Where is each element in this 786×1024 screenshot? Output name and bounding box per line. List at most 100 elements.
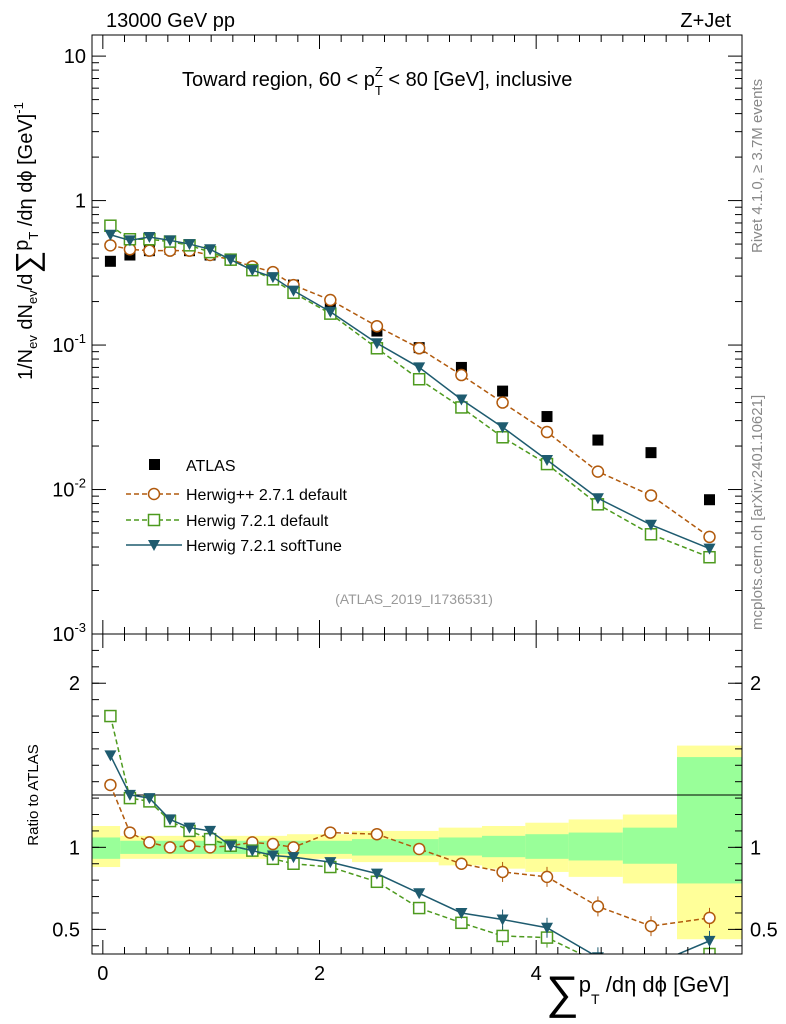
main-series-line-2 (109, 225, 710, 558)
main-title: Toward region, 60 < pTZ < 80 [GeV], incl… (182, 64, 572, 98)
legend: ATLAS Herwig++ 2.7.1 default Herwig 7.2.… (126, 458, 348, 555)
legend-label-atlas: ATLAS (186, 458, 236, 475)
herwigpp-point (143, 244, 156, 257)
herwig7-softtune-point (204, 244, 217, 256)
ratio-herwigpp-point (412, 842, 426, 856)
ratio-herwigpp-point (104, 778, 117, 792)
legend-label-herwig7-default: Herwig 7.2.1 default (186, 513, 329, 530)
header-left: 13000 GeV pp (106, 10, 235, 32)
herwig7-softtune-point (324, 306, 337, 318)
ratio-herwig7-softtune-point (143, 793, 156, 805)
ratio-herwig7-softtune-point (455, 907, 468, 919)
legend-marker-herwig7-default (147, 513, 161, 527)
herwig7-softtune-point (266, 272, 279, 284)
herwig7-softtune-point (703, 543, 716, 555)
uncertainty-band-68 (568, 832, 623, 861)
herwig7-softtune-point (246, 265, 259, 277)
ratio-herwig7-softtune-point (183, 822, 196, 834)
ratio-frame (91, 633, 743, 955)
x-tick-label: 0 (97, 963, 108, 985)
ratio-herwigpp-point (496, 865, 509, 879)
atlas-data-point (497, 385, 509, 397)
ratio-herwigpp-point (163, 841, 177, 854)
uncertainty-band-68 (525, 834, 569, 859)
ratio-herwig7-default-point (592, 957, 603, 968)
ratio-herwigpp-point (703, 911, 716, 925)
ratio-ytick-label-right: 0.5 (750, 919, 778, 941)
herwig7-default-point (412, 372, 426, 386)
rivet-label: Rivet 4.1.0, ≥ 3.7M events (749, 79, 766, 253)
herwigpp-point (703, 530, 716, 544)
ratio-herwig7-default-point (412, 901, 426, 915)
herwig7-softtune-point (591, 493, 604, 505)
herwigpp-point (496, 396, 509, 409)
atlas-data-point (645, 447, 657, 459)
legend-marker-herwigpp (147, 487, 161, 501)
mcplots-label: mcplots.cern.ch [arXiv:2401.10621] (749, 395, 766, 630)
header-right: Z+Jet (680, 10, 731, 32)
main-ytick-label: 10-3 (52, 620, 86, 646)
main-ylabel: 1/Nev dNev/d∑pT /dη dϕ [GeV]-1 (9, 102, 45, 380)
ratio-herwigpp-point (370, 827, 384, 841)
herwig7-softtune-point (123, 235, 136, 247)
ratio-herwig7-default-point (496, 929, 509, 943)
herwig7-softtune-point (541, 455, 553, 467)
ratio-herwig7-softtune-point (413, 888, 426, 900)
main-ytick-label: 10 (64, 46, 86, 68)
ratio-ytick-label: 2 (69, 673, 80, 695)
herwig7-softtune-point (413, 362, 426, 374)
legend-marker-herwig7-softtune (148, 540, 160, 551)
uncertainty-band-68 (677, 757, 742, 884)
herwigpp-point (370, 319, 384, 333)
uncertainty-band-68 (622, 827, 677, 864)
atlas-data-point (704, 494, 715, 506)
legend-entry-herwigpp: Herwig++ 2.7.1 default (126, 487, 348, 504)
herwig7-softtune-point (224, 254, 237, 266)
herwigpp-point (324, 293, 337, 307)
x-tick-label: 2 (314, 963, 325, 985)
ratio-herwig7-softtune-point (645, 960, 657, 971)
x-tick-label: 4 (531, 963, 542, 985)
herwigpp-point (104, 239, 117, 252)
ratio-herwigpp-point (183, 839, 196, 852)
ratio-herwig7-softtune-point (164, 814, 176, 826)
ratio-herwigpp-point (591, 900, 605, 913)
ratio-herwig7-softtune-point (541, 922, 553, 934)
ratio-ytick-label: 1 (69, 837, 80, 859)
uncertainty-band-68 (438, 837, 482, 856)
uncertainty-band-68 (92, 837, 121, 859)
ratio-panel: 0.5 0.5 1 1 2 2 0 2 4 Ratio to ATLAS ∑pT /dη dϕ … (25, 633, 778, 1018)
ratio-herwig7-softtune-point (496, 914, 509, 926)
ratio-ylabel: Ratio to ATLAS (25, 744, 42, 845)
main-ytick-label: 1 (75, 191, 86, 213)
analysis-watermark: (ATLAS_2019_I1736531) (335, 591, 493, 607)
ratio-herwigpp-point (540, 870, 554, 884)
herwig7-softtune-point (645, 519, 657, 531)
ratio-herwigpp-point (287, 841, 300, 854)
herwig7-softtune-point (370, 338, 383, 350)
ratio-herwig7-softtune-point (246, 845, 259, 857)
atlas-data-point (455, 361, 467, 373)
herwigpp-point (455, 368, 468, 382)
legend-marker-atlas (149, 459, 160, 470)
main-ytick-label: 10-1 (52, 331, 86, 357)
atlas-data-point (592, 434, 604, 446)
ratio-herwigpp-point (266, 837, 280, 851)
legend-label-herwig7-softtune: Herwig 7.2.1 softTune (186, 538, 342, 555)
ratio-herwig7-softtune-point (104, 750, 117, 762)
ratio-ytick-label: 0.5 (52, 919, 80, 941)
legend-entry-herwig7-default: Herwig 7.2.1 default (126, 513, 329, 530)
main-ytick-label: 10-2 (52, 476, 86, 502)
herwig7-softtune-point (143, 231, 156, 243)
ratio-herwig7-softtune-point (204, 825, 217, 837)
herwig7-softtune-point (183, 239, 196, 251)
ratio-herwig7-default-point (104, 709, 117, 723)
herwig7-default-point (104, 219, 117, 232)
herwig7-default-point (496, 431, 509, 444)
ratio-herwigpp-point (324, 826, 337, 839)
ratio-herwigpp-point (644, 919, 658, 933)
ratio-herwig7-softtune-point (266, 850, 279, 862)
atlas-data-point (541, 411, 553, 423)
herwigpp-point (644, 489, 658, 502)
